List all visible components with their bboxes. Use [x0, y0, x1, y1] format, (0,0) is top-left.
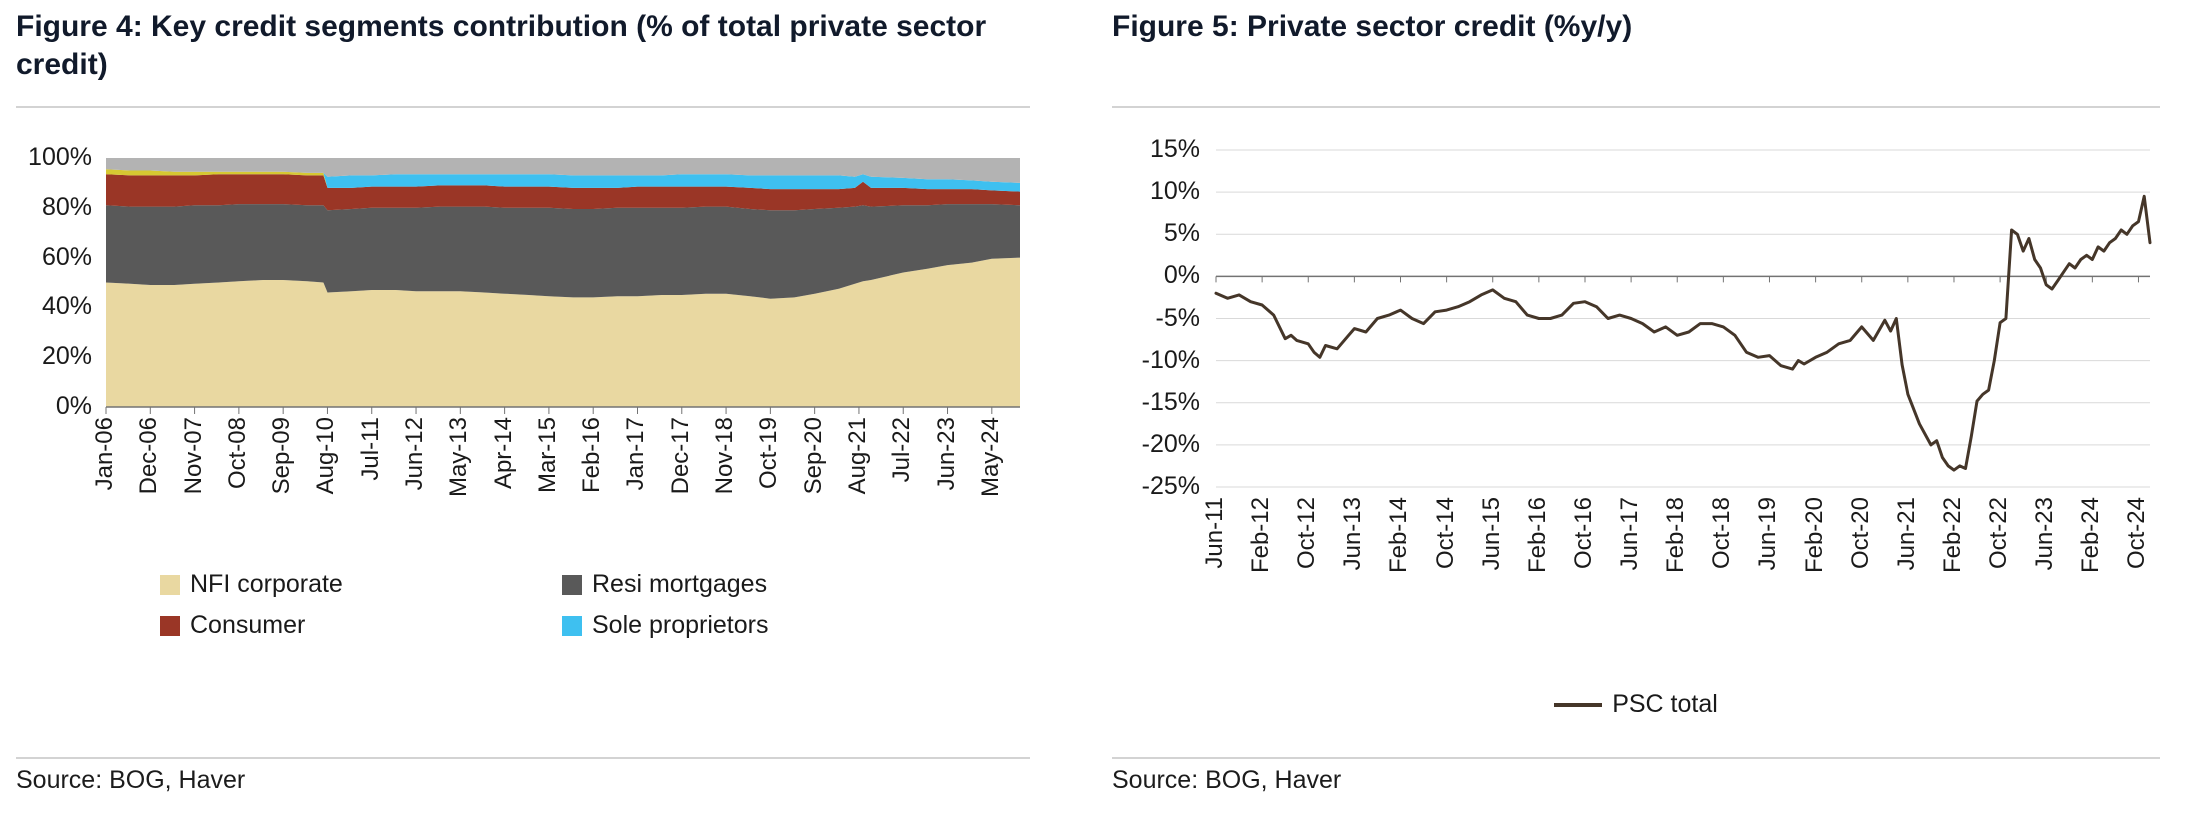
fig4-x-axis-label: Jun-12	[401, 417, 429, 491]
fig5-x-axis-label: Feb-24	[2077, 497, 2105, 574]
legend-swatch-consumer	[160, 615, 180, 636]
legend-label-nfi-corporate: NFI corporate	[190, 570, 343, 598]
fig5-y-axis-label: 15%	[1149, 135, 1200, 163]
fig4-x-axis-label: Dec-06	[135, 417, 163, 495]
figure5-bottom-rule	[1112, 757, 2160, 759]
fig4-x-axis-label: Sep-20	[799, 417, 827, 495]
fig4-x-axis-label: Aug-21	[843, 417, 871, 495]
fig5-y-axis-label: -25%	[1141, 472, 1200, 500]
fig4-x-axis-label: Jan-06	[91, 417, 118, 491]
fig4-x-axis-label: Aug-10	[312, 417, 340, 495]
legend-item-resi-mortgages: Resi mortgages	[562, 570, 768, 599]
fig5-y-axis-label: -15%	[1141, 387, 1200, 416]
fig5-y-axis-label: 10%	[1149, 177, 1200, 206]
fig5-x-axis-label: Jun-15	[1477, 497, 1505, 571]
fig4-x-axis-label: Sep-09	[268, 417, 296, 495]
figure5-title: Figure 5: Private sector credit (%y/y)	[1112, 10, 1633, 43]
figure4-panel: Figure 4: Key credit segments contributi…	[16, 0, 1030, 821]
area-nfi-corporate	[106, 257, 1020, 407]
area-consumer	[106, 174, 1020, 211]
fig4-x-axis-label: May-13	[445, 417, 473, 498]
fig5-x-axis-label: Oct-12	[1293, 497, 1321, 570]
fig4-x-axis-label: Dec-17	[666, 417, 694, 495]
fig4-x-axis-label: Nov-18	[711, 417, 739, 495]
fig5-y-axis-label: -20%	[1141, 429, 1200, 458]
fig5-x-axis-label: Jun-17	[1616, 497, 1644, 571]
figure4-legend: NFI corporate Resi mortgages Consumer So…	[160, 570, 768, 640]
legend-item-nfi-corporate: NFI corporate	[160, 570, 562, 599]
legend-label-resi-mortgages: Resi mortgages	[592, 570, 768, 598]
psc-total-line	[1214, 194, 2152, 472]
fig4-x-axis-label: Oct-08	[223, 417, 251, 490]
fig5-x-axis-label: Jun-21	[1892, 497, 1920, 571]
figure4-chart-area: 100% 80% 60% 40% 20% 0% Jan-06 Dec-06 Nov-07 Oct-…	[16, 106, 1030, 666]
legend-label-consumer: Consumer	[190, 611, 306, 639]
fig4-y-axis-label: 100%	[28, 143, 92, 171]
fig5-x-axis-label: Oct-16	[1569, 497, 1597, 570]
area-remainder	[106, 158, 1020, 183]
fig5-x-axis-label: Jun-11	[1201, 497, 1228, 569]
figure5-top-rule	[1112, 106, 2160, 108]
legend-item-sole-proprietors: Sole proprietors	[562, 611, 768, 640]
fig4-y-axis-label: 60%	[41, 242, 92, 271]
legend-swatch-nfi-corporate	[160, 574, 180, 595]
fig5-x-axis-label: Feb-16	[1523, 497, 1551, 574]
fig5-y-axis-label: -5%	[1155, 303, 1200, 332]
fig5-x-axis-label: Feb-20	[1800, 497, 1828, 574]
fig4-x-axis-label: Apr-14	[489, 417, 517, 490]
fig4-y-axis-label: 80%	[41, 192, 92, 221]
area-sole-proprietors	[106, 169, 1020, 192]
fig4-x-axis-label: Jul-22	[888, 417, 916, 483]
fig4-x-axis-label: May-24	[976, 417, 1004, 498]
fig5-x-axis-label: Feb-12	[1247, 497, 1275, 574]
fig4-x-axis-label: Oct-19	[755, 417, 783, 490]
fig5-x-axis-label: Oct-20	[1846, 497, 1874, 570]
figure5-panel: Figure 5: Private sector credit (%y/y) 1…	[1112, 0, 2160, 821]
fig5-x-axis-label: Jun-23	[2031, 497, 2059, 571]
legend-swatch-sole-proprietors	[562, 615, 582, 636]
fig4-x-axis-label: Feb-16	[578, 417, 606, 494]
fig5-x-axis-label: Oct-18	[1708, 497, 1736, 570]
fig5-x-axis-label: Oct-14	[1431, 497, 1459, 570]
fig5-y-axis-label: 0%	[1163, 261, 1200, 290]
fig4-x-axis-label: Jun-23	[932, 417, 960, 491]
fig5-y-axis-label: -10%	[1141, 345, 1200, 374]
fig5-x-axis-label: Oct-22	[1985, 497, 2013, 570]
figure5-legend: PSC total	[1112, 690, 2160, 719]
figure5-source: Source: BOG, Haver	[1112, 766, 1342, 794]
legend-label-sole-proprietors: Sole proprietors	[592, 611, 769, 639]
figure4-top-rule	[16, 106, 1030, 108]
fig4-x-axis-label: Nov-07	[179, 417, 207, 495]
fig5-x-axis-label: Jun-13	[1339, 497, 1367, 571]
legend-line-swatch-psc-total	[1554, 702, 1603, 707]
fig5-plot	[1214, 149, 2152, 488]
figure4-source: Source: BOG, Haver	[16, 766, 246, 794]
fig4-plot	[105, 158, 1020, 414]
figure5-chart-area: 15% 10% 5% 0% -5% -10% -15% -20% -25% Jun-11 Feb-1…	[1112, 106, 2160, 666]
fig4-y-axis-label: 40%	[41, 292, 92, 321]
legend-label-psc-total: PSC total	[1612, 690, 1718, 718]
fig5-x-axis-label: Feb-18	[1662, 497, 1690, 574]
fig5-x-axis-label: Jun-19	[1754, 497, 1782, 571]
fig5-y-axis-label: 5%	[1163, 219, 1200, 248]
fig4-x-axis-label: Jul-11	[356, 417, 384, 481]
figure4-title: Figure 4: Key credit segments contributi…	[16, 10, 987, 82]
legend-swatch-resi-mortgages	[562, 574, 582, 595]
legend-item-consumer: Consumer	[160, 611, 562, 640]
fig4-x-axis-label: Mar-15	[533, 417, 561, 494]
figure4-bottom-rule	[16, 757, 1030, 759]
fig5-x-axis-label: Feb-14	[1385, 497, 1413, 574]
fig4-y-axis-label: 20%	[41, 342, 92, 371]
fig4-y-axis-label: 0%	[55, 392, 92, 420]
fig5-x-axis-label: Feb-22	[1938, 497, 1966, 574]
fig5-x-axis-label: Oct-24	[2123, 497, 2151, 570]
area-resi-mortgages	[106, 204, 1020, 299]
fig4-x-axis-label: Jan-17	[622, 417, 650, 491]
